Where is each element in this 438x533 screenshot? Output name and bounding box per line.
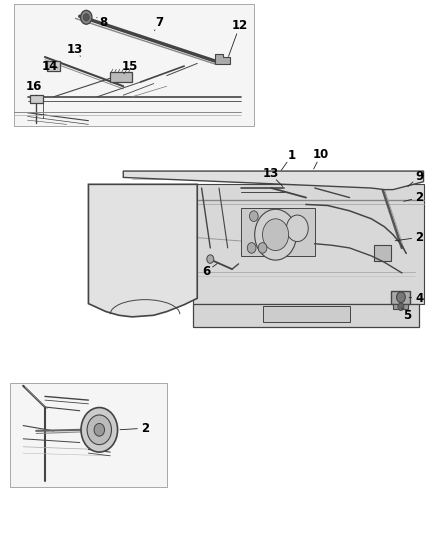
Text: 2: 2 (141, 422, 149, 435)
Circle shape (398, 303, 404, 311)
Polygon shape (110, 72, 132, 82)
Text: 2: 2 (415, 191, 423, 204)
Circle shape (254, 209, 297, 260)
Circle shape (83, 13, 89, 21)
Text: 13: 13 (67, 43, 83, 55)
Text: 1: 1 (288, 149, 296, 161)
Polygon shape (262, 306, 350, 322)
Circle shape (207, 255, 214, 263)
Text: 16: 16 (26, 80, 42, 93)
Circle shape (286, 215, 308, 241)
Polygon shape (47, 61, 60, 71)
Polygon shape (391, 292, 410, 304)
Polygon shape (88, 184, 197, 317)
Circle shape (81, 408, 117, 452)
Text: 2: 2 (415, 231, 423, 244)
Circle shape (262, 219, 289, 251)
Polygon shape (393, 304, 408, 309)
Text: 13: 13 (262, 167, 279, 180)
Text: 7: 7 (155, 16, 163, 29)
Polygon shape (123, 171, 424, 190)
Polygon shape (215, 54, 230, 64)
Polygon shape (10, 383, 167, 487)
Circle shape (94, 423, 105, 436)
Circle shape (250, 211, 258, 221)
Text: 5: 5 (403, 309, 411, 322)
Polygon shape (241, 208, 315, 256)
Circle shape (87, 415, 112, 445)
Circle shape (258, 243, 267, 253)
Polygon shape (30, 95, 43, 103)
Polygon shape (14, 4, 254, 126)
Circle shape (396, 292, 405, 303)
Text: 10: 10 (313, 148, 329, 160)
Polygon shape (374, 245, 391, 261)
Text: 6: 6 (202, 265, 210, 278)
Text: 8: 8 (99, 16, 108, 29)
Polygon shape (193, 184, 424, 304)
Text: 14: 14 (42, 60, 58, 72)
Circle shape (81, 11, 92, 24)
Circle shape (247, 243, 256, 253)
Polygon shape (193, 304, 419, 327)
Text: 9: 9 (415, 170, 424, 183)
Text: 12: 12 (232, 19, 248, 32)
Text: 4: 4 (415, 292, 424, 305)
Text: 15: 15 (122, 60, 138, 72)
